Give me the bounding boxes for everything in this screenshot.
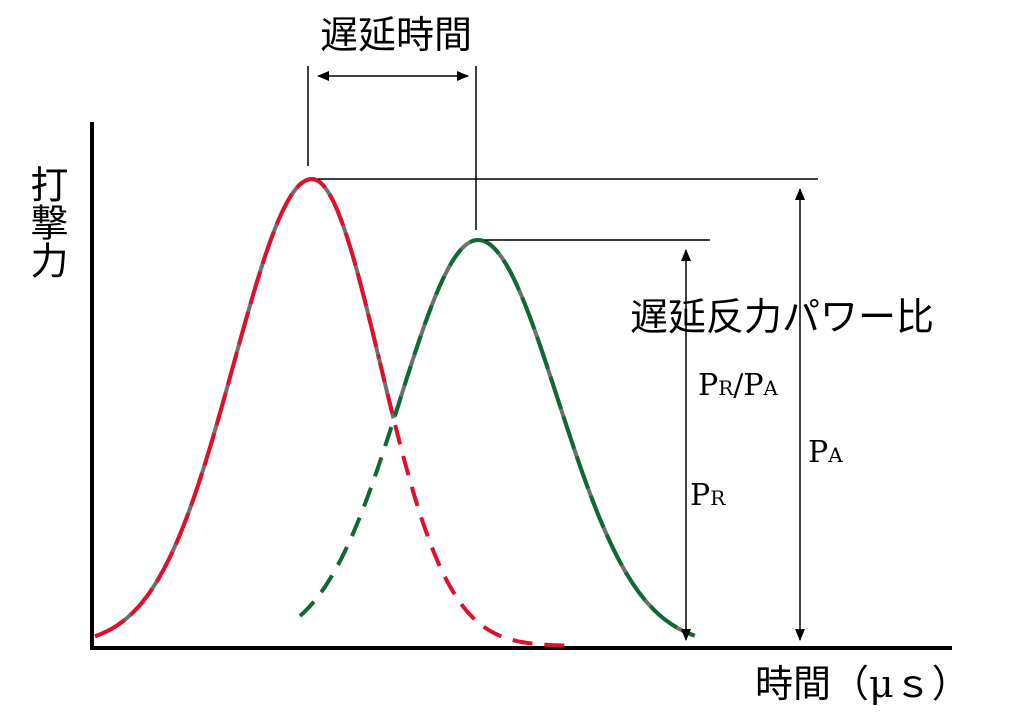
y-axis-label: 打撃力 (24, 165, 68, 279)
pa-label: PA (808, 435, 843, 470)
ratio-title: 遅延反力パワー比 (630, 295, 934, 339)
primary-pulse-decay-dashed (378, 362, 571, 648)
delayed-pulse-decay (469, 237, 695, 638)
pr-label: PR (690, 478, 726, 513)
x-axis-label: 時間（μｓ） (755, 662, 970, 706)
ratio-label: PR/PA (698, 368, 779, 403)
sum-curve (94, 176, 696, 639)
primary-pulse-rise (94, 176, 381, 639)
delayed-pulse-rise-dashed (298, 240, 472, 618)
delay-time-label: 遅延時間 (320, 13, 472, 57)
